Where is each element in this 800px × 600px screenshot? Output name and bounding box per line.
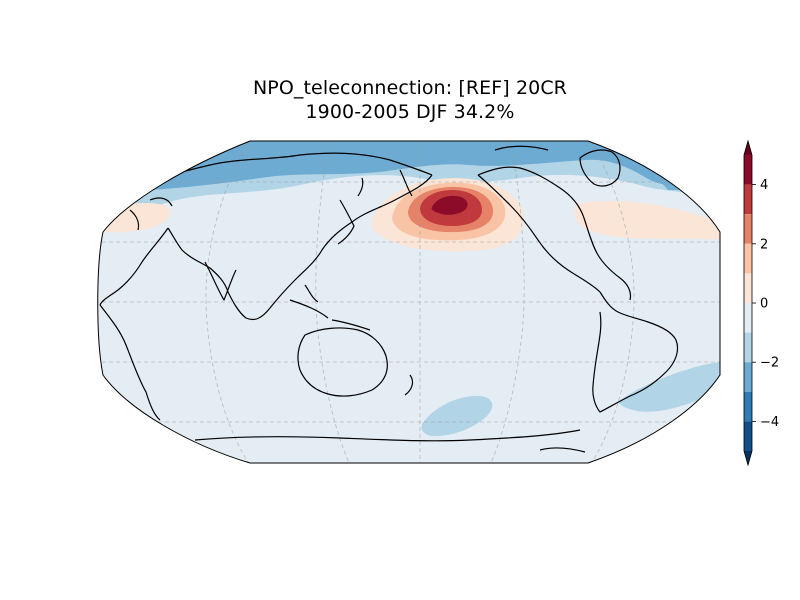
north-atlantic-high: [575, 200, 720, 240]
map-title-line-2: 1900-2005 DJF 34.2%: [305, 101, 515, 123]
arctic-edge-fill: [518, 179, 585, 202]
colorbar-level-2: [744, 214, 752, 244]
map-title-line-1: NPO_teleconnection: [REF] 20CR: [252, 77, 567, 99]
colorbar-level-6: [744, 332, 752, 363]
colorbar-level-1: [744, 184, 752, 215]
colorbar-level-7: [744, 362, 752, 392]
colorbar-outline: [743, 139, 753, 467]
colorbar-level-8: [744, 391, 752, 422]
colorbar-tick-label: 2: [760, 237, 768, 252]
colorbar-level-9: [744, 421, 752, 451]
colorbar-extend-max: [744, 141, 752, 155]
map-boundary: [97, 140, 721, 464]
colorbar-extend-min: [744, 451, 752, 465]
colorbar-tick-label: 4: [760, 178, 768, 193]
colorbar: 4 2 0 −2 −4: [743, 139, 779, 467]
anomaly-field-layer: [97, 141, 720, 463]
colorbar-level-5: [744, 303, 752, 333]
north-pacific-high-core: [431, 195, 468, 215]
arctic-low-strong: [97, 141, 720, 200]
colorbar-tick-label: −2: [760, 356, 779, 371]
colorbar-tick-label: 0: [760, 297, 768, 312]
colorbar-level-0: [744, 155, 752, 185]
southern-pacific-low: [421, 395, 493, 437]
colorbar-level-3: [744, 243, 752, 274]
colorbar-level-4: [744, 273, 752, 303]
graticule: [97, 141, 720, 463]
colorbar-tick-label: −4: [760, 415, 779, 430]
